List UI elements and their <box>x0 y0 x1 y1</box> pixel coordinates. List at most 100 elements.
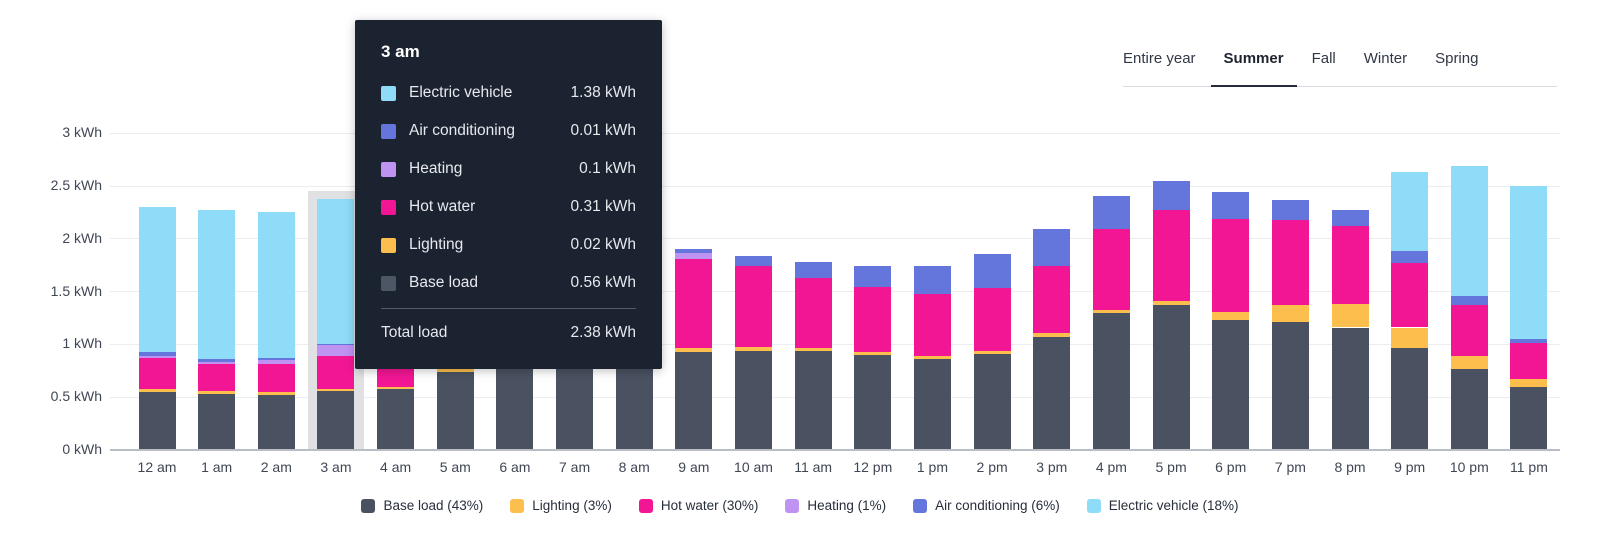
bar-segment-hot-water[interactable] <box>1450 305 1488 356</box>
bar-segment-lighting[interactable] <box>377 386 415 389</box>
bar-segment-lighting[interactable] <box>1092 309 1130 313</box>
bar-segment-air-conditioning[interactable] <box>1391 251 1429 264</box>
bar-segment-hot-water[interactable] <box>973 288 1011 351</box>
bar-segment-hot-water[interactable] <box>1391 263 1429 328</box>
bar-segment-air-conditioning[interactable] <box>1212 192 1250 219</box>
bar-segment-hot-water[interactable] <box>1033 266 1071 333</box>
bar-segment-electric-vehicle[interactable] <box>257 212 295 359</box>
bar-segment-lighting[interactable] <box>138 388 176 392</box>
bar-segment-base-load[interactable] <box>1033 337 1071 450</box>
bar-segment-air-conditioning[interactable] <box>675 249 713 253</box>
bar-segment-base-load[interactable] <box>1271 322 1309 450</box>
bar-segment-base-load[interactable] <box>973 353 1011 450</box>
bar-segment-base-load[interactable] <box>1152 305 1190 450</box>
bar-segment-electric-vehicle[interactable] <box>1450 165 1488 296</box>
bar-segment-electric-vehicle[interactable] <box>1510 186 1548 340</box>
bar-segment-air-conditioning[interactable] <box>735 255 772 267</box>
bar-segment-heating[interactable] <box>257 360 295 365</box>
bar-segment-lighting[interactable] <box>675 347 713 352</box>
bar-segment-base-load[interactable] <box>436 371 474 450</box>
bar-segment-lighting[interactable] <box>1331 304 1369 328</box>
tab-summer[interactable]: Summer <box>1210 50 1297 87</box>
bar-segment-lighting[interactable] <box>854 351 892 355</box>
bar-segment-air-conditioning[interactable] <box>1331 210 1369 227</box>
bar-segment-base-load[interactable] <box>1391 347 1429 450</box>
tab-spring[interactable]: Spring <box>1435 50 1479 67</box>
bar-segment-lighting[interactable] <box>973 350 1011 354</box>
bar-segment-lighting[interactable] <box>1212 311 1250 321</box>
bar-segment-lighting[interactable] <box>1450 356 1488 369</box>
bar-segment-air-conditioning[interactable] <box>854 266 892 288</box>
bar-segment-hot-water[interactable] <box>794 277 832 348</box>
bar-segment-air-conditioning[interactable] <box>1152 180 1190 211</box>
bar-segment-air-conditioning[interactable] <box>1033 229 1071 267</box>
bar-segment-base-load[interactable] <box>913 359 951 450</box>
bar-segment-hot-water[interactable] <box>675 258 713 348</box>
tooltip-row-electric-vehicle: Electric vehicle 1.38 kWh <box>381 74 636 112</box>
bar-segment-base-load[interactable] <box>1212 320 1250 450</box>
bar-segment-lighting[interactable] <box>735 346 772 351</box>
bar-segment-air-conditioning[interactable] <box>1092 195 1130 230</box>
bar-segment-lighting[interactable] <box>317 388 355 391</box>
bar-segment-base-load[interactable] <box>257 395 295 450</box>
bar-segment-air-conditioning[interactable] <box>1510 339 1548 344</box>
bar-segment-hot-water[interactable] <box>854 287 892 352</box>
bar-segment-hot-water[interactable] <box>198 364 236 391</box>
bar-segment-electric-vehicle[interactable] <box>317 198 355 345</box>
bar-segment-hot-water[interactable] <box>1331 226 1369 305</box>
bar-segment-heating[interactable] <box>317 345 355 356</box>
bar-segment-lighting[interactable] <box>1152 301 1190 306</box>
bar-segment-air-conditioning[interactable] <box>913 266 951 294</box>
tab-winter[interactable]: Winter <box>1363 50 1408 67</box>
bar-segment-hot-water[interactable] <box>138 358 176 389</box>
bar-segment-electric-vehicle[interactable] <box>198 210 236 360</box>
bar-segment-heating[interactable] <box>675 252 713 259</box>
bar-segment-hot-water[interactable] <box>1271 219 1309 306</box>
bar-segment-base-load[interactable] <box>1450 368 1488 450</box>
bar-segment-lighting[interactable] <box>436 368 474 372</box>
bar-segment-lighting[interactable] <box>198 390 236 395</box>
bar-segment-base-load[interactable] <box>317 390 355 450</box>
bar-segment-hot-water[interactable] <box>913 293 951 356</box>
bar-segment-base-load[interactable] <box>138 391 176 450</box>
bar-segment-hot-water[interactable] <box>257 364 295 392</box>
tab-fall[interactable]: Fall <box>1311 50 1336 67</box>
bar-segment-air-conditioning[interactable] <box>1450 295 1488 306</box>
bar-segment-lighting[interactable] <box>1033 332 1071 337</box>
tab-entire-year[interactable]: Entire year <box>1123 50 1196 67</box>
bar-segment-lighting[interactable] <box>1391 327 1429 348</box>
bar-segment-lighting[interactable] <box>257 391 295 396</box>
bar-segment-hot-water[interactable] <box>1092 229 1130 310</box>
bar-segment-electric-vehicle[interactable] <box>138 207 176 352</box>
bar-segment-electric-vehicle[interactable] <box>1391 172 1429 252</box>
bar-segment-air-conditioning[interactable] <box>1271 199 1309 220</box>
bar-segment-air-conditioning[interactable] <box>138 351 176 356</box>
bar-segment-air-conditioning[interactable] <box>317 344 355 346</box>
bar-segment-heating[interactable] <box>198 362 236 365</box>
bar-segment-heating[interactable] <box>138 356 176 359</box>
bar-segment-air-conditioning[interactable] <box>794 262 832 278</box>
legend-item-label: Heating (1%) <box>807 498 887 513</box>
bar-segment-lighting[interactable] <box>1271 305 1309 323</box>
bar-segment-air-conditioning[interactable] <box>198 359 236 363</box>
bar-segment-air-conditioning[interactable] <box>973 253 1011 289</box>
bar-segment-base-load[interactable] <box>794 350 832 450</box>
bar-segment-base-load[interactable] <box>198 394 236 450</box>
bar-segment-air-conditioning[interactable] <box>257 358 295 361</box>
bar-segment-base-load[interactable] <box>675 351 713 450</box>
bar-segment-hot-water[interactable] <box>317 356 355 389</box>
bar-segment-base-load[interactable] <box>1331 327 1369 450</box>
bar-segment-base-load[interactable] <box>854 354 892 450</box>
bar-segment-hot-water[interactable] <box>1510 343 1548 380</box>
bar-segment-hot-water[interactable] <box>1152 210 1190 302</box>
bar-segment-base-load[interactable] <box>1092 312 1130 450</box>
bar-segment-base-load[interactable] <box>1510 386 1548 450</box>
bar-segment-lighting[interactable] <box>794 347 832 351</box>
bar-segment-base-load[interactable] <box>377 388 415 450</box>
bar-segment-lighting[interactable] <box>1510 379 1548 387</box>
bar-segment-base-load[interactable] <box>735 350 772 450</box>
legend-item-electric-vehicle: Electric vehicle (18%) <box>1086 498 1239 513</box>
bar-segment-hot-water[interactable] <box>1212 218 1250 312</box>
bar-segment-hot-water[interactable] <box>735 266 772 347</box>
bar-segment-lighting[interactable] <box>913 356 951 360</box>
